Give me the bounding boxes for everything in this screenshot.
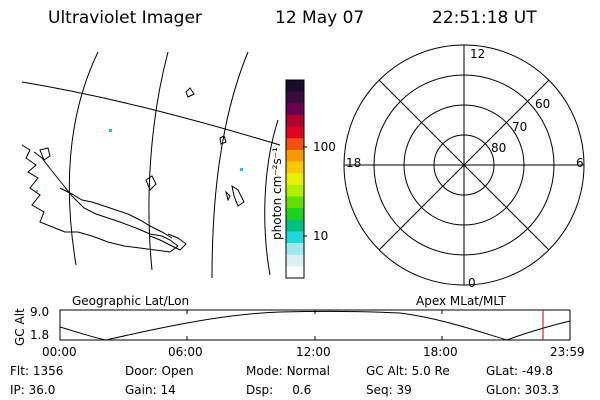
colorbar-tick-10: 10 bbox=[313, 229, 329, 243]
timeline-xtick-0600: 06:00 bbox=[168, 345, 203, 359]
colorbar-tick-100: 100 bbox=[313, 140, 336, 154]
timeline-ytick-1-8: 1.8 bbox=[30, 328, 50, 342]
mlat-label-60: 60 bbox=[535, 97, 551, 111]
info-glon: GLon: 303.3 bbox=[486, 383, 559, 397]
info-gain: Gain: 14 bbox=[125, 383, 176, 397]
colorbar-band bbox=[286, 208, 304, 221]
colorbar-band bbox=[286, 266, 304, 279]
info-gc-alt: GC Alt: 5.0 Re bbox=[366, 364, 450, 378]
island-1 bbox=[145, 175, 157, 191]
polar-plot bbox=[343, 44, 585, 286]
latitude-line bbox=[21, 81, 281, 146]
island-3 bbox=[219, 135, 227, 145]
info-seq: Seq: 39 bbox=[366, 383, 412, 397]
info-door: Door: Open bbox=[125, 364, 194, 378]
longitude-line-4 bbox=[264, 119, 279, 276]
colorbar-band bbox=[286, 219, 304, 232]
geographic-caption: Geographic Lat/Lon bbox=[72, 294, 190, 308]
mlt-label-18: 18 bbox=[346, 156, 362, 170]
date-label: 12 May 07 bbox=[275, 8, 365, 28]
coastline-tip bbox=[149, 233, 187, 251]
geographic-map bbox=[21, 51, 281, 279]
colorbar-band bbox=[286, 114, 304, 128]
timeline-ylabel: GC Alt bbox=[13, 308, 27, 346]
island-6 bbox=[39, 147, 51, 161]
longitude-line-2 bbox=[148, 51, 169, 271]
island-5 bbox=[225, 190, 231, 202]
timeline-xtick-1800: 18:00 bbox=[423, 345, 458, 359]
colorbar-ticks bbox=[303, 146, 307, 237]
info-glat: GLat: -49.8 bbox=[486, 364, 553, 378]
colorbar-band bbox=[286, 126, 304, 139]
coastline-peninsula bbox=[59, 187, 173, 239]
colorbar-band bbox=[286, 161, 304, 174]
colorbar-band bbox=[286, 196, 304, 209]
info-flt: Flt: 1356 bbox=[10, 364, 64, 378]
timeline-ytick-9: 9.0 bbox=[30, 305, 50, 319]
colorbar-band bbox=[286, 149, 304, 163]
colorbar-band bbox=[286, 103, 304, 116]
colorbar-band bbox=[286, 80, 304, 93]
timeline-xtick-2359: 23:59 bbox=[550, 345, 585, 359]
colorbar-band bbox=[286, 231, 304, 244]
colorbar-frame bbox=[285, 79, 305, 279]
altitude-curve bbox=[59, 310, 571, 341]
colorbar-band bbox=[286, 184, 304, 197]
timeline-plot bbox=[59, 309, 571, 341]
mlt-label-6: 6 bbox=[576, 156, 584, 170]
colorbar-band bbox=[286, 173, 304, 186]
polar-diagonal-2 bbox=[378, 79, 550, 251]
aurora-specks bbox=[36, 129, 243, 192]
app-title: Ultraviolet Imager bbox=[48, 8, 202, 28]
info-ip: IP: 36.0 bbox=[10, 383, 56, 397]
info-mode: Mode: Normal bbox=[246, 364, 330, 378]
mlat-label-80: 80 bbox=[491, 141, 507, 155]
longitude-line-1 bbox=[68, 51, 99, 266]
apex-caption: Apex MLat/MLT bbox=[416, 294, 506, 308]
island-4 bbox=[231, 184, 245, 207]
mlt-label-12: 12 bbox=[470, 47, 486, 61]
colorbar-band bbox=[286, 243, 304, 256]
colorbar-band bbox=[286, 138, 304, 151]
colorbar-band bbox=[286, 91, 304, 104]
timeline-xtick-0000: 00:00 bbox=[42, 345, 77, 359]
coastline-west bbox=[21, 144, 179, 253]
mlt-label-0: 0 bbox=[468, 276, 476, 290]
timeline-ticks bbox=[186, 310, 443, 340]
colorbar-unit-label: photon cm⁻²s⁻¹ bbox=[270, 147, 284, 240]
mlat-label-70: 70 bbox=[512, 120, 528, 134]
longitude-line-3 bbox=[211, 51, 249, 279]
time-label: 22:51:18 UT bbox=[432, 8, 537, 28]
island-2 bbox=[185, 87, 195, 98]
timeline-xtick-1200: 12:00 bbox=[296, 345, 331, 359]
colorbar bbox=[285, 79, 305, 279]
colorbar-band bbox=[286, 254, 304, 267]
info-dsp: Dsp: 0.6 bbox=[246, 383, 312, 397]
